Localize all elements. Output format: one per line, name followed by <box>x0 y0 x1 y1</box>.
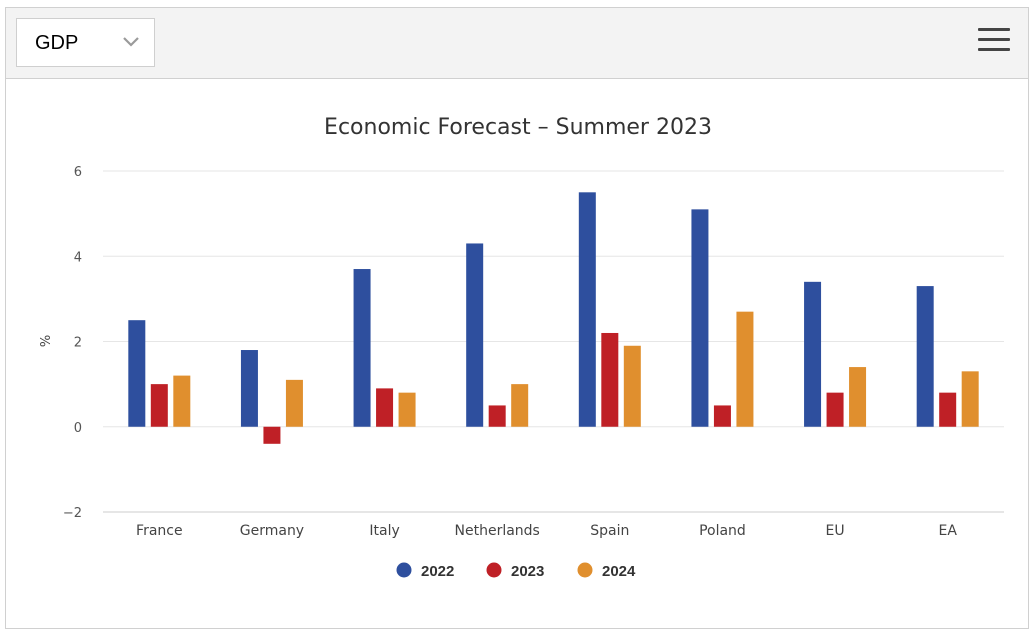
indicator-select[interactable]: GDP <box>16 18 155 67</box>
chart-toolbar: GDP <box>6 8 1028 79</box>
legend-item-2023[interactable]: 2023 <box>486 562 545 581</box>
hamburger-menu-icon[interactable] <box>978 26 1012 56</box>
bar-2022-spain[interactable] <box>578 192 596 427</box>
y-tick-label: −2 <box>63 506 82 521</box>
y-tick-label: 2 <box>74 336 82 351</box>
x-category-label: Netherlands <box>455 523 540 539</box>
bar-2023-netherlands[interactable] <box>488 405 506 427</box>
bar-2024-eu[interactable] <box>849 367 867 427</box>
bar-2022-poland[interactable] <box>691 209 709 427</box>
bars <box>128 192 979 444</box>
chevron-down-icon <box>123 37 139 47</box>
bar-2023-germany[interactable] <box>263 426 281 444</box>
bar-2022-ea[interactable] <box>916 286 934 427</box>
y-axis-ticks: 6 4 2 0 −2 <box>63 165 82 521</box>
bar-2022-france[interactable] <box>128 320 146 427</box>
bar-2022-netherlands[interactable] <box>466 243 484 427</box>
legend-label: 2024 <box>602 563 636 580</box>
y-tick-label: 0 <box>74 421 82 436</box>
bar-2022-eu[interactable] <box>804 281 822 427</box>
chart-title: Economic Forecast – Summer 2023 <box>324 115 712 140</box>
bar-2022-italy[interactable] <box>353 269 371 427</box>
bar-2024-netherlands[interactable] <box>511 384 529 427</box>
legend: 2022 2023 2024 <box>396 562 637 581</box>
bar-2023-poland[interactable] <box>713 405 731 427</box>
x-category-label: EA <box>938 523 957 539</box>
gridlines <box>103 170 1004 513</box>
legend-label: 2023 <box>511 563 544 580</box>
x-category-label: EU <box>826 523 845 539</box>
bar-2023-spain[interactable] <box>601 332 619 427</box>
bar-2024-poland[interactable] <box>736 311 754 427</box>
x-category-label: Spain <box>590 523 629 539</box>
y-tick-label: 4 <box>74 250 82 265</box>
indicator-select-value: GDP <box>35 32 79 54</box>
bar-2023-italy[interactable] <box>376 388 394 427</box>
bar-2023-eu[interactable] <box>826 392 844 427</box>
bar-2023-ea[interactable] <box>939 392 957 427</box>
legend-item-2024[interactable]: 2024 <box>577 562 637 581</box>
bar-2024-germany[interactable] <box>285 379 303 427</box>
x-category-label: France <box>136 523 183 539</box>
x-axis-categories: France Germany Italy Netherlands Spain Poland… <box>136 523 957 539</box>
x-category-label: Poland <box>699 523 746 539</box>
bar-2024-france[interactable] <box>173 375 191 427</box>
bar-2024-spain[interactable] <box>623 345 641 427</box>
y-axis-label: % <box>39 335 54 347</box>
legend-marker <box>486 562 502 578</box>
x-category-label: Germany <box>240 523 304 539</box>
legend-marker <box>577 562 593 578</box>
legend-item-2022[interactable]: 2022 <box>396 562 455 581</box>
chart-container: GDP <box>5 7 1029 629</box>
x-category-label: Italy <box>369 523 399 539</box>
legend-marker <box>396 562 412 578</box>
y-tick-label: 6 <box>74 165 82 180</box>
legend-label: 2022 <box>421 563 454 580</box>
bar-2022-germany[interactable] <box>240 350 258 427</box>
bar-2024-ea[interactable] <box>961 371 979 427</box>
bar-2023-france[interactable] <box>150 384 168 427</box>
bar-2024-italy[interactable] <box>398 392 416 427</box>
